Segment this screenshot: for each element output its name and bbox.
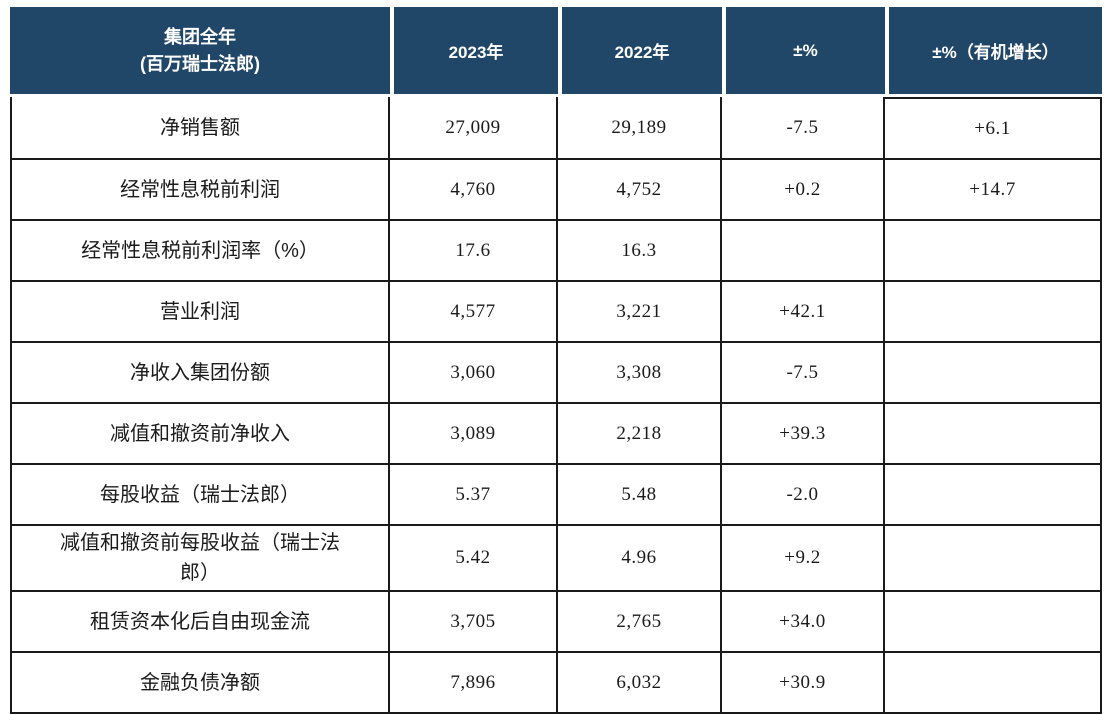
cell-2022-value: 16.3 (558, 221, 722, 282)
cell-metric-label: 净收入集团份额 (10, 343, 390, 404)
table-row: 租赁资本化后自由现金流 3,705 2,765 +34.0 (10, 592, 1102, 653)
table-row: 减值和撤资前每股收益（瑞士法郎） 5.42 4.96 +9.2 (10, 526, 1102, 592)
table-row: 经常性息税前利润率（%） 17.6 16.3 (10, 221, 1102, 282)
table-row: 减值和撤资前净收入 3,089 2,218 +39.3 (10, 404, 1102, 465)
cell-2022-value: 3,308 (558, 343, 722, 404)
cell-change-pct: +9.2 (722, 526, 885, 592)
cell-2023-value: 7,896 (390, 653, 558, 714)
cell-2023-value: 4,760 (390, 160, 558, 221)
table-row: 经常性息税前利润 4,760 4,752 +0.2 +14.7 (10, 160, 1102, 221)
header-cell-2022: 2022年 (558, 7, 722, 97)
cell-metric-label: 每股收益（瑞士法郎） (10, 465, 390, 526)
cell-2023-value: 3,060 (390, 343, 558, 404)
cell-metric-label: 经常性息税前利润 (10, 160, 390, 221)
table-row: 净销售额 27,009 29,189 -7.5 +6.1 (10, 97, 1102, 160)
cell-metric-label: 减值和撤资前净收入 (10, 404, 390, 465)
cell-metric-label: 减值和撤资前每股收益（瑞士法郎） (10, 526, 390, 592)
cell-change-pct: -7.5 (722, 343, 885, 404)
header-cell-change-pct: ±% (722, 7, 885, 97)
table-row: 金融负债净额 7,896 6,032 +30.9 (10, 653, 1102, 714)
financial-summary-table: 集团全年 (百万瑞士法郎) 2023年 2022年 ±% ±%（有机增长） 净销… (10, 7, 1102, 714)
cell-2022-value: 6,032 (558, 653, 722, 714)
cell-metric-label: 金融负债净额 (10, 653, 390, 714)
header-cell-2023: 2023年 (390, 7, 558, 97)
cell-2022-value: 2,218 (558, 404, 722, 465)
cell-change-pct: +39.3 (722, 404, 885, 465)
cell-organic-change-pct (885, 465, 1102, 526)
cell-organic-change-pct: +14.7 (885, 160, 1102, 221)
cell-change-pct: +0.2 (722, 160, 885, 221)
cell-organic-change-pct (885, 592, 1102, 653)
cell-metric-label: 营业利润 (10, 282, 390, 343)
cell-2022-value: 4,752 (558, 160, 722, 221)
cell-organic-change-pct (885, 653, 1102, 714)
cell-2023-value: 27,009 (390, 97, 558, 160)
cell-organic-change-pct (885, 526, 1102, 592)
cell-organic-change-pct (885, 282, 1102, 343)
group-title-line1: 集团全年 (164, 26, 236, 47)
table-row: 每股收益（瑞士法郎） 5.37 5.48 -2.0 (10, 465, 1102, 526)
cell-organic-change-pct (885, 221, 1102, 282)
cell-organic-change-pct (885, 343, 1102, 404)
cell-2022-value: 5.48 (558, 465, 722, 526)
table-row: 净收入集团份额 3,060 3,308 -7.5 (10, 343, 1102, 404)
cell-2022-value: 3,221 (558, 282, 722, 343)
cell-change-pct: -7.5 (722, 97, 885, 160)
cell-change-pct: -2.0 (722, 465, 885, 526)
cell-2022-value: 2,765 (558, 592, 722, 653)
cell-change-pct: +42.1 (722, 282, 885, 343)
header-cell-organic-growth: ±%（有机增长） (885, 7, 1102, 97)
cell-metric-label: 租赁资本化后自由现金流 (10, 592, 390, 653)
cell-2022-value: 29,189 (558, 97, 722, 160)
header-row: 集团全年 (百万瑞士法郎) 2023年 2022年 ±% ±%（有机增长） (10, 7, 1102, 97)
cell-change-pct: +34.0 (722, 592, 885, 653)
cell-metric-label: 净销售额 (10, 97, 390, 160)
cell-2023-value: 4,577 (390, 282, 558, 343)
table-row: 营业利润 4,577 3,221 +42.1 (10, 282, 1102, 343)
cell-2023-value: 3,705 (390, 592, 558, 653)
cell-organic-change-pct: +6.1 (885, 97, 1102, 160)
cell-change-pct (722, 221, 885, 282)
cell-organic-change-pct (885, 404, 1102, 465)
cell-2023-value: 3,089 (390, 404, 558, 465)
cell-2023-value: 5.42 (390, 526, 558, 592)
cell-change-pct: +30.9 (722, 653, 885, 714)
cell-2022-value: 4.96 (558, 526, 722, 592)
header-cell-group-title: 集团全年 (百万瑞士法郎) (10, 7, 390, 97)
cell-2023-value: 17.6 (390, 221, 558, 282)
cell-2023-value: 5.37 (390, 465, 558, 526)
group-title-line2: (百万瑞士法郎) (140, 53, 260, 74)
cell-metric-label: 经常性息税前利润率（%） (10, 221, 390, 282)
